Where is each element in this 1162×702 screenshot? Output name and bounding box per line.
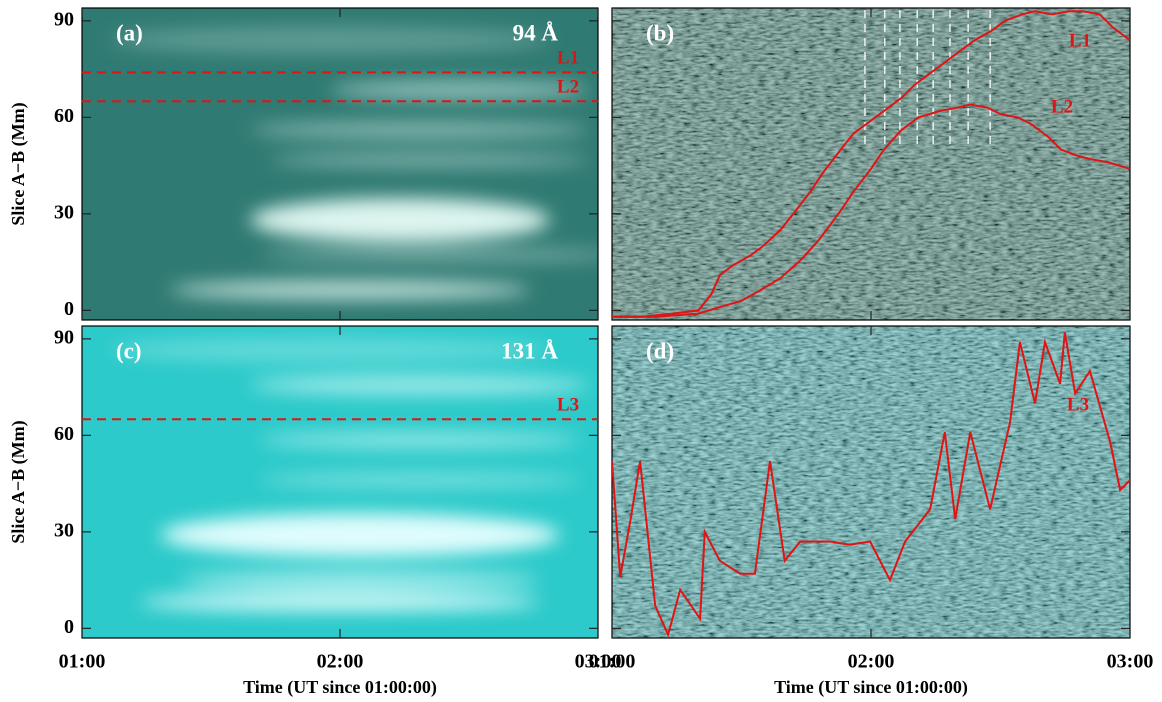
y-tick-label: 90 (54, 326, 74, 348)
overlay (612, 332, 1130, 638)
channel-label: 131 Å (501, 338, 558, 363)
light-curve (612, 103, 1130, 318)
panel-label: (c) (116, 338, 142, 363)
slit-label: L1 (557, 48, 579, 69)
overlay (612, 10, 1130, 318)
x-tick-label: 02:00 (848, 651, 895, 673)
image-noise (612, 8, 1130, 320)
legend-label: L3 (1067, 394, 1089, 415)
overlay (82, 71, 598, 103)
panel-label: (a) (116, 20, 143, 45)
x-tick-label: 02:00 (317, 651, 364, 673)
channel-label: 94 Å (513, 20, 559, 45)
image-94 (82, 8, 598, 320)
panel-label: (d) (646, 338, 674, 363)
x-tick-label: 03:00 (1107, 651, 1154, 673)
image-131 (82, 326, 598, 638)
panel-label: (b) (646, 20, 674, 45)
y-axis-label: Slice A−B (Mm) (8, 420, 29, 543)
image-noise (612, 326, 1130, 638)
y-tick-label: 0 (64, 616, 74, 638)
y-tick-label: 30 (54, 201, 74, 223)
y-tick-label: 90 (54, 8, 74, 30)
slit-label: L2 (557, 77, 579, 98)
slit-label: L3 (557, 395, 579, 416)
y-tick-label: 30 (54, 519, 74, 541)
y-axis-label: Slice A−B (Mm) (8, 102, 29, 225)
x-tick-label: 01:00 (59, 651, 106, 673)
legend-label: L2 (1051, 96, 1073, 117)
light-curve (612, 10, 1130, 318)
x-axis-label: Time (UT since 01:00:00) (774, 677, 968, 698)
difference-image-131 (612, 326, 1130, 638)
x-tick-label: 03:00 (575, 651, 622, 673)
y-tick-label: 60 (54, 105, 74, 127)
x-tick-label: 01:00 (589, 651, 636, 673)
y-tick-label: 60 (54, 423, 74, 445)
light-curve (612, 332, 1130, 638)
y-tick-label: 0 (64, 298, 74, 320)
x-axis-label: Time (UT since 01:00:00) (243, 677, 437, 698)
legend-label: L1 (1069, 30, 1091, 51)
difference-image-94 (612, 8, 1130, 320)
